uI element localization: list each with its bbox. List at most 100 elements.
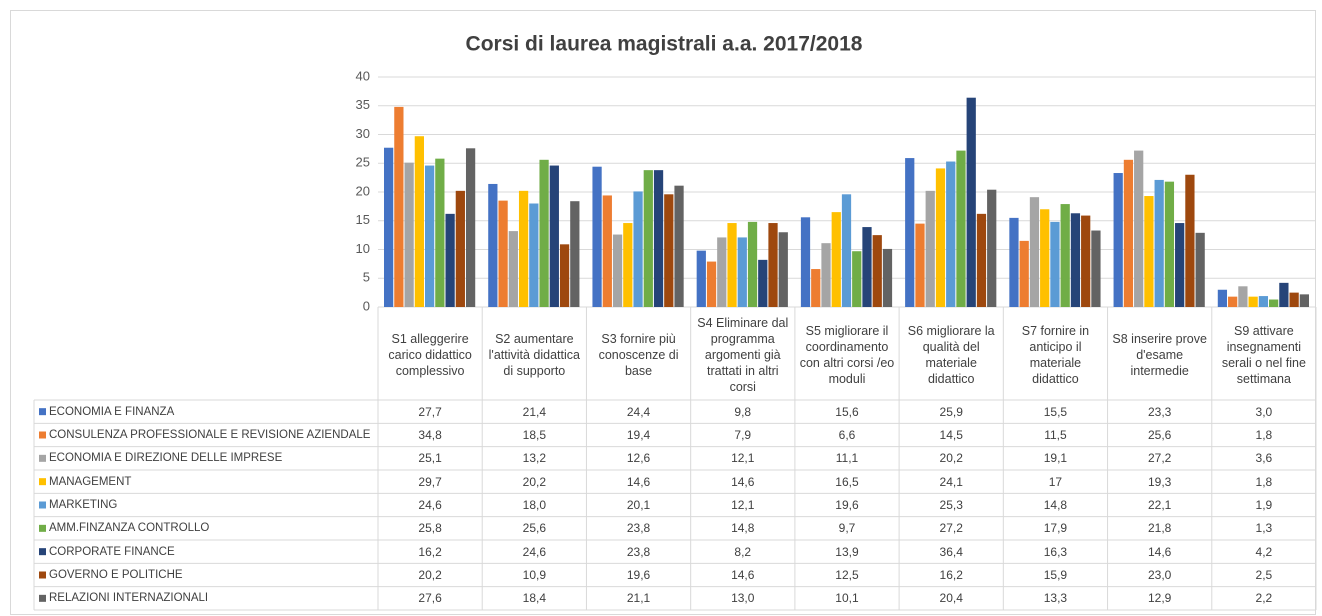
table-value: 13,3 [1043,591,1068,606]
bar [727,223,737,307]
table-value: 16,2 [939,567,963,582]
legend-swatch [39,454,46,462]
bar [987,189,997,307]
bar [623,223,633,307]
table-value: 20,2 [939,451,963,466]
legend-swatch [39,594,46,602]
legend-label: ECONOMIA E DIREZIONE DELLE IMPRESE [49,452,283,465]
bar [1238,286,1248,307]
table-value: 10,9 [522,567,546,582]
bar [549,165,559,307]
table-value: 1,8 [1255,427,1273,442]
table-value: 11,5 [1044,427,1067,442]
category-label: S2 aumentare l'attività didattica di sup… [488,331,580,378]
table-value: 9,8 [734,404,752,419]
table-value: 12,6 [626,451,651,466]
bar [414,136,424,307]
bar [1279,282,1289,307]
table-value: 23,3 [1147,404,1172,419]
chart-border [10,10,1316,615]
legend-label: MANAGEMENT [49,475,132,488]
bar [1228,296,1238,307]
table-value: 18,4 [522,591,546,606]
bar [1175,223,1185,307]
bar [747,221,758,307]
table-value: 13,2 [522,451,546,466]
legend-swatch [39,431,46,439]
table-value: 19,4 [626,427,651,442]
table-value: 18,5 [522,427,546,442]
table-value: 25,1 [418,451,442,466]
table-value: 25,6 [1147,427,1172,442]
table-value: 17,9 [1043,521,1068,536]
bar [1050,221,1060,307]
bar [424,165,435,307]
bar [664,194,674,307]
bar [1081,215,1091,307]
table-value: 20,1 [626,497,651,512]
table-value: 23,0 [1147,567,1172,582]
table-value: 12,1 [731,497,755,512]
table-value: 20,4 [939,591,963,606]
category-label: S5 migliorare il coordinamento con altri… [799,323,895,386]
table-value: 17 [1048,474,1063,489]
table-value: 1,3 [1255,521,1273,536]
bar [1185,174,1195,307]
y-tick-label: 20 [356,183,370,198]
table-value: 14,6 [731,474,755,489]
bar [465,148,476,307]
bar [653,170,664,307]
bar [488,183,498,307]
table-value: 21,4 [522,404,546,419]
table-value: 27,2 [1147,451,1172,466]
bar [800,217,811,307]
bar [737,237,747,307]
bar [445,213,455,307]
legend-label: RELAZIONI INTERNAZIONALI [49,592,209,605]
table-value: 13,9 [835,544,859,559]
table-value: 27,2 [939,521,963,536]
bar [404,162,414,307]
legend-swatch [39,478,46,486]
bar [768,223,778,307]
bar [1019,240,1029,307]
table-value: 14,5 [939,427,963,442]
table-value: 15,5 [1043,404,1068,419]
bar [1060,204,1070,307]
bar [976,213,987,307]
table-value: 6,6 [838,427,856,442]
bar [529,203,539,307]
legend-label: CONSULENZA PROFESSIONALE E REVISIONE AZI… [49,428,371,441]
table-value: 12,1 [731,451,755,466]
table-value: 7,9 [734,427,752,442]
table-value: 29,7 [418,474,442,489]
bar [1144,196,1154,307]
legend-swatch [39,408,46,416]
table-value: 16,2 [418,544,442,559]
table-value: 9,7 [838,521,856,536]
bar [1070,213,1081,307]
bar [612,234,623,307]
bar [518,190,529,307]
table-value: 1,9 [1255,497,1273,512]
bar [435,158,445,307]
bar [1217,289,1228,307]
chart-title: Corsi di laurea magistrali a.a. 2017/201… [466,33,863,56]
table-value: 24,6 [522,544,546,559]
bar [872,235,882,307]
bar [778,232,788,307]
table-value: 24,6 [418,497,442,512]
bar [852,251,862,307]
bar [946,161,956,307]
y-tick-label: 10 [356,241,370,256]
bar [1164,181,1175,307]
bar [643,170,653,307]
table-value: 36,4 [939,544,963,559]
bar [1299,294,1309,307]
bar [706,261,717,307]
bar [956,150,966,307]
table-value: 24,4 [626,404,651,419]
legend-swatch [39,501,46,509]
table-value: 24,1 [939,474,963,489]
table-value: 27,7 [418,404,442,419]
